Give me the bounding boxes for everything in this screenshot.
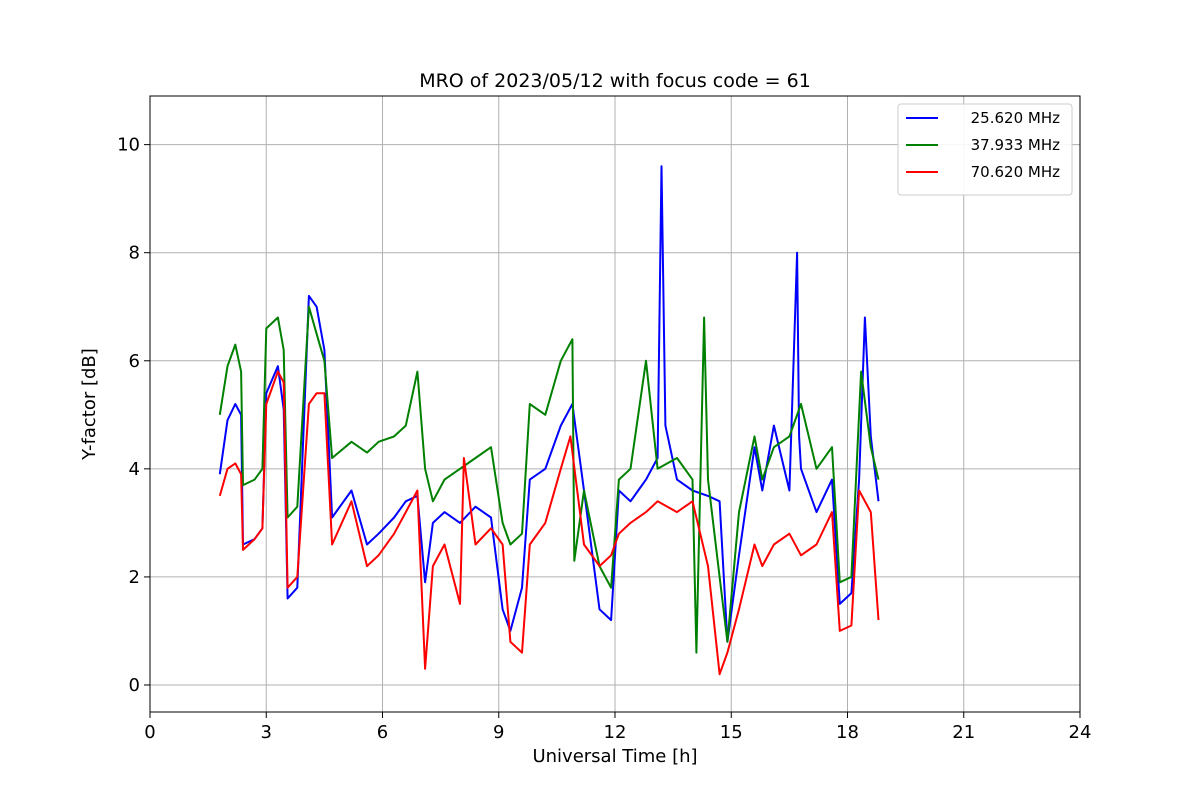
x-tick-label: 21	[952, 722, 975, 743]
legend-label: 70.620 MHz	[971, 163, 1060, 181]
legend: 25.620 MHz 37.933 MHz 70.620 MHz	[897, 103, 1073, 196]
x-tick-label: 6	[377, 722, 388, 743]
x-tick-label: 3	[261, 722, 272, 743]
y-tick-label: 0	[129, 675, 140, 696]
x-tick-label: 9	[493, 722, 504, 743]
legend-label: 25.620 MHz	[971, 109, 1060, 127]
x-tick-label: 0	[144, 722, 155, 743]
x-tick-label: 12	[604, 722, 627, 743]
y-tick-label: 10	[117, 135, 140, 156]
series-group	[218, 165, 880, 676]
y-tick-label: 2	[129, 567, 140, 588]
series-line-1	[218, 165, 880, 643]
chart-title: MRO of 2023/05/12 with focus code = 61	[419, 70, 811, 92]
x-axis-label: Universal Time [h]	[532, 746, 697, 767]
x-tick-label: 24	[1069, 722, 1092, 743]
y-tick-label: 4	[129, 459, 140, 480]
y-tick-label: 6	[129, 351, 140, 372]
legend-label: 37.933 MHz	[971, 136, 1060, 154]
x-tick-label: 18	[836, 722, 859, 743]
series-line-2	[218, 305, 880, 654]
y-axis-label: Y-factor [dB]	[79, 348, 100, 461]
y-tick-label: 8	[129, 243, 140, 264]
x-tick-label: 15	[720, 722, 743, 743]
legend-box	[897, 103, 1073, 196]
series-line-3	[218, 370, 880, 676]
